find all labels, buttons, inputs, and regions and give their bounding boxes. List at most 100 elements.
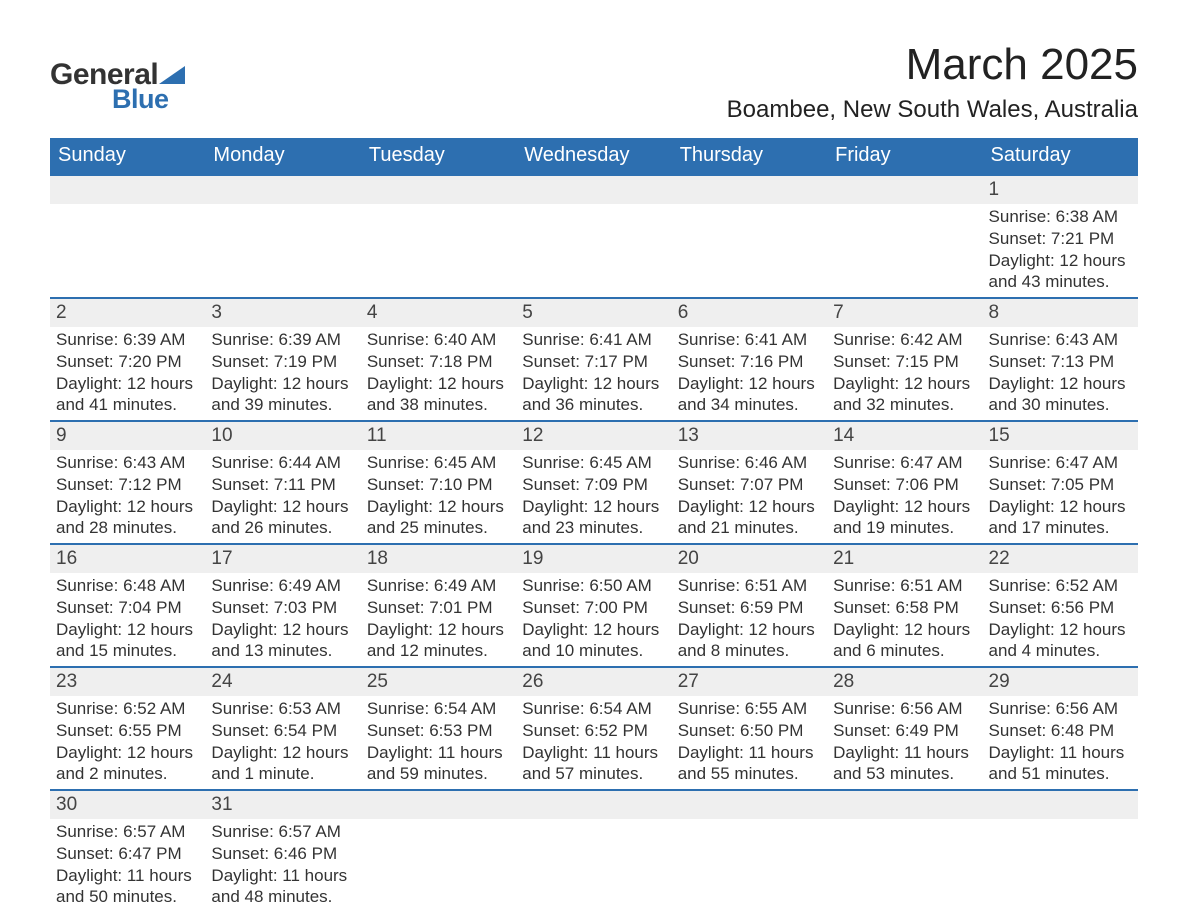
- sunset-text: Sunset: 6:58 PM: [833, 597, 976, 619]
- day-cell: Sunrise: 6:53 AMSunset: 6:54 PMDaylight:…: [205, 696, 360, 789]
- day-cell: Sunrise: 6:45 AMSunset: 7:09 PMDaylight:…: [516, 450, 671, 543]
- day-number: [672, 176, 827, 204]
- day-cell: Sunrise: 6:46 AMSunset: 7:07 PMDaylight:…: [672, 450, 827, 543]
- daylight-text: Daylight: 12 hours and 2 minutes.: [56, 742, 199, 786]
- daylight-text: Daylight: 11 hours and 57 minutes.: [522, 742, 665, 786]
- sunset-text: Sunset: 6:54 PM: [211, 720, 354, 742]
- daylight-text: Daylight: 12 hours and 23 minutes.: [522, 496, 665, 540]
- weekday-header: Monday: [205, 138, 360, 174]
- daylight-text: Daylight: 12 hours and 25 minutes.: [367, 496, 510, 540]
- sunset-text: Sunset: 7:19 PM: [211, 351, 354, 373]
- daylight-text: Daylight: 12 hours and 30 minutes.: [989, 373, 1132, 417]
- day-number: [827, 176, 982, 204]
- day-cell: Sunrise: 6:39 AMSunset: 7:19 PMDaylight:…: [205, 327, 360, 420]
- day-cell: [827, 204, 982, 297]
- daylight-text: Daylight: 12 hours and 8 minutes.: [678, 619, 821, 663]
- day-number: 22: [983, 545, 1138, 573]
- sunset-text: Sunset: 7:01 PM: [367, 597, 510, 619]
- daylight-text: Daylight: 12 hours and 17 minutes.: [989, 496, 1132, 540]
- day-number: 9: [50, 422, 205, 450]
- day-cell: Sunrise: 6:55 AMSunset: 6:50 PMDaylight:…: [672, 696, 827, 789]
- sunset-text: Sunset: 6:55 PM: [56, 720, 199, 742]
- day-cell: Sunrise: 6:54 AMSunset: 6:52 PMDaylight:…: [516, 696, 671, 789]
- sunset-text: Sunset: 6:56 PM: [989, 597, 1132, 619]
- day-cell: Sunrise: 6:38 AMSunset: 7:21 PMDaylight:…: [983, 204, 1138, 297]
- day-number: 20: [672, 545, 827, 573]
- sunrise-text: Sunrise: 6:47 AM: [989, 452, 1132, 474]
- day-number: 31: [205, 791, 360, 819]
- day-number: 23: [50, 668, 205, 696]
- sunrise-text: Sunrise: 6:46 AM: [678, 452, 821, 474]
- sunrise-text: Sunrise: 6:54 AM: [522, 698, 665, 720]
- sunset-text: Sunset: 6:59 PM: [678, 597, 821, 619]
- day-detail-row: Sunrise: 6:48 AMSunset: 7:04 PMDaylight:…: [50, 573, 1138, 666]
- day-cell: Sunrise: 6:41 AMSunset: 7:16 PMDaylight:…: [672, 327, 827, 420]
- daylight-text: Daylight: 12 hours and 41 minutes.: [56, 373, 199, 417]
- weekday-header: Sunday: [50, 138, 205, 174]
- day-cell: Sunrise: 6:43 AMSunset: 7:12 PMDaylight:…: [50, 450, 205, 543]
- day-cell: Sunrise: 6:47 AMSunset: 7:06 PMDaylight:…: [827, 450, 982, 543]
- sunrise-text: Sunrise: 6:47 AM: [833, 452, 976, 474]
- daylight-text: Daylight: 11 hours and 59 minutes.: [367, 742, 510, 786]
- day-cell: Sunrise: 6:45 AMSunset: 7:10 PMDaylight:…: [361, 450, 516, 543]
- day-number: 17: [205, 545, 360, 573]
- sunrise-text: Sunrise: 6:52 AM: [56, 698, 199, 720]
- day-number: [361, 791, 516, 819]
- weekday-header: Friday: [827, 138, 982, 174]
- sunrise-text: Sunrise: 6:39 AM: [56, 329, 199, 351]
- sunrise-text: Sunrise: 6:49 AM: [367, 575, 510, 597]
- daylight-text: Daylight: 12 hours and 38 minutes.: [367, 373, 510, 417]
- day-number: [50, 176, 205, 204]
- calendar: SundayMondayTuesdayWednesdayThursdayFrid…: [50, 138, 1138, 912]
- sunrise-text: Sunrise: 6:45 AM: [367, 452, 510, 474]
- daylight-text: Daylight: 12 hours and 43 minutes.: [989, 250, 1132, 294]
- day-cell: Sunrise: 6:44 AMSunset: 7:11 PMDaylight:…: [205, 450, 360, 543]
- calendar-header-row: SundayMondayTuesdayWednesdayThursdayFrid…: [50, 138, 1138, 174]
- daylight-text: Daylight: 12 hours and 19 minutes.: [833, 496, 976, 540]
- day-cell: Sunrise: 6:54 AMSunset: 6:53 PMDaylight:…: [361, 696, 516, 789]
- day-detail-row: Sunrise: 6:43 AMSunset: 7:12 PMDaylight:…: [50, 450, 1138, 543]
- sunrise-text: Sunrise: 6:51 AM: [833, 575, 976, 597]
- day-number: [205, 176, 360, 204]
- day-cell: Sunrise: 6:52 AMSunset: 6:56 PMDaylight:…: [983, 573, 1138, 666]
- day-cell: Sunrise: 6:51 AMSunset: 6:59 PMDaylight:…: [672, 573, 827, 666]
- sunrise-text: Sunrise: 6:52 AM: [989, 575, 1132, 597]
- sunset-text: Sunset: 7:00 PM: [522, 597, 665, 619]
- day-number: [516, 176, 671, 204]
- daylight-text: Daylight: 12 hours and 39 minutes.: [211, 373, 354, 417]
- day-cell: [361, 204, 516, 297]
- daylight-text: Daylight: 12 hours and 36 minutes.: [522, 373, 665, 417]
- daylight-text: Daylight: 12 hours and 34 minutes.: [678, 373, 821, 417]
- sunrise-text: Sunrise: 6:55 AM: [678, 698, 821, 720]
- day-cell: Sunrise: 6:48 AMSunset: 7:04 PMDaylight:…: [50, 573, 205, 666]
- sunset-text: Sunset: 7:13 PM: [989, 351, 1132, 373]
- day-number: 29: [983, 668, 1138, 696]
- logo-text-blue: Blue: [112, 84, 169, 115]
- day-number: 10: [205, 422, 360, 450]
- day-cell: Sunrise: 6:49 AMSunset: 7:01 PMDaylight:…: [361, 573, 516, 666]
- day-cell: Sunrise: 6:52 AMSunset: 6:55 PMDaylight:…: [50, 696, 205, 789]
- day-number: 30: [50, 791, 205, 819]
- day-number: 12: [516, 422, 671, 450]
- daylight-text: Daylight: 11 hours and 50 minutes.: [56, 865, 199, 909]
- sunrise-text: Sunrise: 6:43 AM: [56, 452, 199, 474]
- daylight-text: Daylight: 11 hours and 55 minutes.: [678, 742, 821, 786]
- day-cell: [516, 819, 671, 912]
- sunset-text: Sunset: 6:46 PM: [211, 843, 354, 865]
- day-cell: Sunrise: 6:43 AMSunset: 7:13 PMDaylight:…: [983, 327, 1138, 420]
- sunrise-text: Sunrise: 6:43 AM: [989, 329, 1132, 351]
- daylight-text: Daylight: 12 hours and 21 minutes.: [678, 496, 821, 540]
- day-cell: Sunrise: 6:57 AMSunset: 6:47 PMDaylight:…: [50, 819, 205, 912]
- day-cell: Sunrise: 6:49 AMSunset: 7:03 PMDaylight:…: [205, 573, 360, 666]
- day-number: 8: [983, 299, 1138, 327]
- sunrise-text: Sunrise: 6:44 AM: [211, 452, 354, 474]
- daylight-text: Daylight: 12 hours and 28 minutes.: [56, 496, 199, 540]
- sunset-text: Sunset: 7:09 PM: [522, 474, 665, 496]
- day-number: 11: [361, 422, 516, 450]
- sunset-text: Sunset: 7:16 PM: [678, 351, 821, 373]
- sunrise-text: Sunrise: 6:49 AM: [211, 575, 354, 597]
- day-number-row: 1: [50, 174, 1138, 204]
- day-cell: Sunrise: 6:57 AMSunset: 6:46 PMDaylight:…: [205, 819, 360, 912]
- daylight-text: Daylight: 11 hours and 48 minutes.: [211, 865, 354, 909]
- sunset-text: Sunset: 7:10 PM: [367, 474, 510, 496]
